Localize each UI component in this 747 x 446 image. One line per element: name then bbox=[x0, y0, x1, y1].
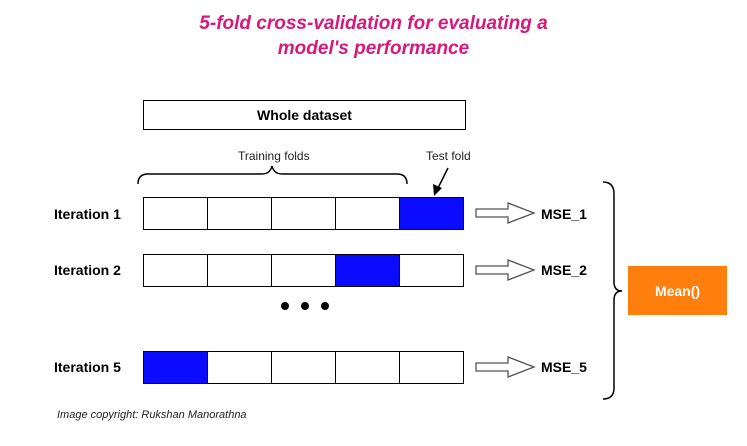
fold-cell bbox=[207, 351, 272, 384]
mse-2-label: MSE_2 bbox=[541, 262, 587, 278]
fold-cell bbox=[143, 197, 208, 230]
whole-dataset-label: Whole dataset bbox=[257, 107, 352, 123]
fold-cell bbox=[271, 197, 336, 230]
fold-cell bbox=[399, 254, 464, 287]
iteration-5-label: Iteration 5 bbox=[54, 359, 121, 375]
fold-cell bbox=[271, 351, 336, 384]
diagram-title-line-2: model's performance bbox=[277, 38, 470, 59]
training-folds-brace bbox=[137, 165, 408, 185]
mse-5-label: MSE_5 bbox=[541, 359, 587, 375]
mse-1-label: MSE_1 bbox=[541, 206, 587, 222]
fold-cell bbox=[399, 351, 464, 384]
fold-cell bbox=[271, 254, 336, 287]
iteration-2-label: Iteration 2 bbox=[54, 262, 121, 278]
diagram-title-line-1: 5-fold cross-validation for evaluating a bbox=[199, 13, 548, 34]
iteration-2-folds bbox=[143, 254, 468, 287]
arrow-to-mse-2 bbox=[475, 259, 536, 281]
whole-dataset-box: Whole dataset bbox=[143, 100, 466, 130]
training-folds-label: Training folds bbox=[238, 149, 310, 163]
test-fold-cell bbox=[399, 197, 464, 230]
iteration-1-label: Iteration 1 bbox=[54, 206, 121, 222]
arrow-to-mse-5 bbox=[475, 356, 536, 378]
fold-cell bbox=[207, 197, 272, 230]
test-fold-pointer-arrow bbox=[436, 167, 449, 191]
arrow-to-mse-1 bbox=[475, 202, 536, 224]
test-fold-cell bbox=[335, 254, 400, 287]
ellipsis-dot bbox=[281, 302, 289, 310]
mean-box: Mean() bbox=[628, 266, 727, 315]
test-fold-pointer-arrowhead bbox=[433, 184, 442, 196]
iteration-5-folds bbox=[143, 351, 468, 384]
test-fold-label: Test fold bbox=[426, 149, 471, 163]
fold-cell bbox=[335, 197, 400, 230]
ellipsis-dot bbox=[301, 302, 309, 310]
fold-cell bbox=[143, 254, 208, 287]
mse-grouping-brace bbox=[602, 181, 623, 400]
ellipsis-dot bbox=[321, 302, 329, 310]
iteration-1-folds bbox=[143, 197, 468, 230]
fold-cell bbox=[335, 351, 400, 384]
fold-cell bbox=[207, 254, 272, 287]
mean-label: Mean() bbox=[654, 282, 701, 299]
copyright-note: Image copyright: Rukshan Manorathna bbox=[57, 409, 247, 421]
